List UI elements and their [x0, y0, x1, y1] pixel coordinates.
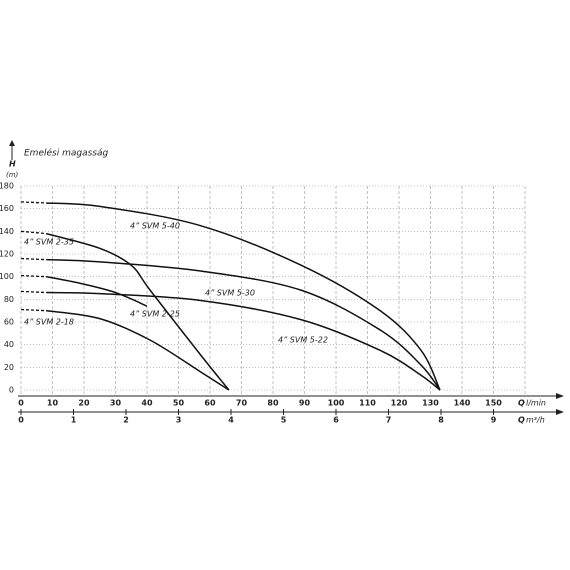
y-tick-label: 100 [0, 272, 14, 281]
x-tick-label: 140 [454, 399, 471, 408]
curve-start-dashed [20, 290, 47, 294]
x-tick-label: 100 [328, 399, 345, 408]
pump-curve [46, 202, 441, 391]
curve-start-dashed [20, 201, 47, 204]
x-tick-label: 30 [110, 399, 122, 408]
x-tick-label: 50 [173, 399, 185, 408]
x-tick-label: 130 [422, 399, 439, 408]
y-tick-label: 20 [4, 363, 14, 372]
x-tick-label: 80 [267, 399, 279, 408]
pump-curve [46, 309, 230, 391]
y-tick-label: 80 [4, 295, 14, 304]
x2-tick-label: 3 [176, 416, 182, 425]
y-tick-label: 60 [4, 318, 14, 327]
pump-curve [46, 275, 148, 307]
x-unit: l/min [526, 399, 546, 408]
pump-curve [46, 258, 441, 391]
curve-start-dashed [20, 257, 47, 261]
x2-arrow-head [556, 409, 564, 415]
curve-start-dashed [20, 308, 47, 312]
x2-tick-label: 5 [281, 416, 287, 425]
x2-tick-label: 7 [386, 416, 392, 425]
chart-title: Emelési magasság [24, 148, 108, 159]
y-tick-label: 140 [0, 227, 14, 236]
x2-tick-label: 2 [123, 416, 129, 425]
x-tick-label: 110 [359, 399, 376, 408]
x-tick-label: 120 [391, 399, 408, 408]
x2-tick-label: 1 [71, 416, 77, 425]
x-tick-label: 0 [18, 399, 24, 408]
x-tick-label: 90 [299, 399, 311, 408]
x-tick-label: 40 [141, 399, 153, 408]
y-arrow-head [9, 140, 15, 146]
x2-tick-label: 6 [333, 416, 339, 425]
x2-tick-label: 4 [228, 416, 234, 425]
y-tick-label: 160 [0, 204, 14, 213]
x2-tick-label: 8 [438, 416, 444, 425]
x-tick-label: 70 [236, 399, 248, 408]
x2-unit: m³/h [526, 416, 545, 425]
curve-label: 4” SVM 2-25 [130, 310, 180, 319]
x2-label: Q [518, 416, 525, 425]
curve-label: 4” SVM 2-18 [24, 318, 74, 327]
curve-label: 4” SVM 5-22 [278, 336, 328, 345]
x-tick-label: 20 [78, 399, 90, 408]
y-unit: (m) [6, 171, 19, 179]
x-tick-label: 10 [47, 399, 59, 408]
y-tick-label: 40 [4, 340, 14, 349]
x2-tick-label: 9 [491, 416, 497, 425]
x-arrow-head [556, 393, 564, 399]
y-tick-label: 120 [0, 250, 14, 259]
curve-start-dashed [20, 230, 47, 235]
pump-curve [46, 291, 441, 391]
curve-label: 4” SVM 5-30 [205, 289, 255, 298]
y-tick-label: 180 [0, 182, 14, 191]
curve-start-dashed [20, 274, 47, 278]
curve-label: 4” SVM 5-40 [130, 222, 180, 231]
x-tick-label: 150 [485, 399, 502, 408]
y-label: H [9, 160, 16, 169]
x-tick-label: 60 [204, 399, 216, 408]
x-label: Q [518, 399, 525, 408]
curve-label: 4” SVM 2-35 [24, 238, 74, 247]
x2-tick-label: 0 [18, 416, 24, 425]
y-tick-label: 0 [9, 386, 14, 395]
pump-curve [46, 232, 230, 391]
